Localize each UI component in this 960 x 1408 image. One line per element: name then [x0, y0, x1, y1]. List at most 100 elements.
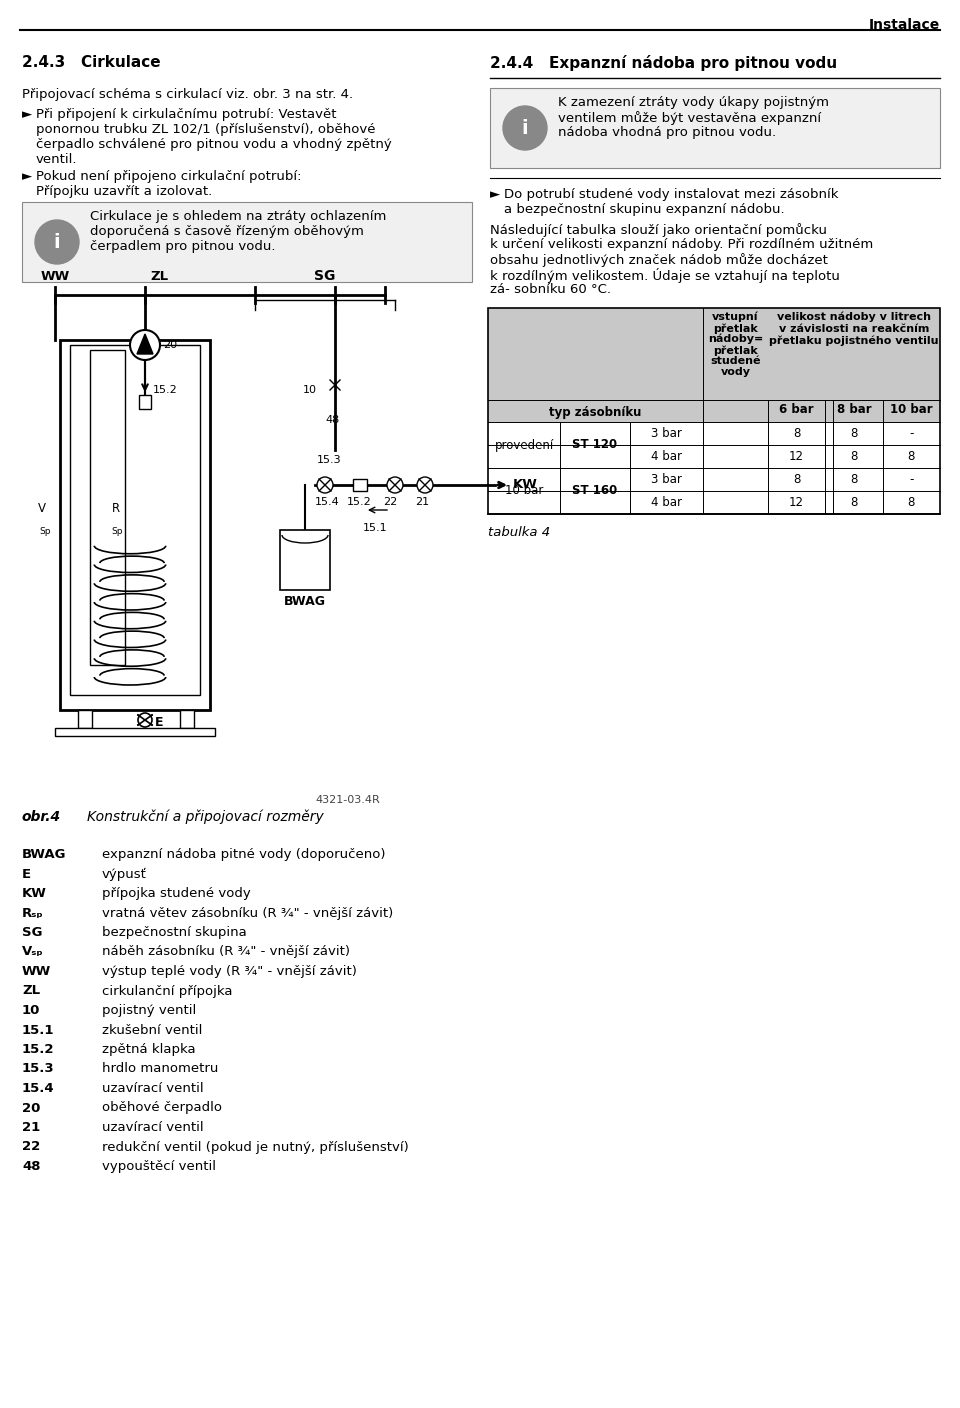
Text: 15.1: 15.1	[22, 1024, 55, 1036]
Text: 22: 22	[383, 497, 397, 507]
Text: přípojka studené vody: přípojka studené vody	[102, 887, 251, 900]
Circle shape	[417, 477, 433, 493]
Circle shape	[130, 329, 160, 360]
Circle shape	[387, 477, 403, 493]
Text: náběh zásobníku (R ¾" - vnější závit): náběh zásobníku (R ¾" - vnější závit)	[102, 946, 350, 959]
Text: v závislosti na reakčním: v závislosti na reakčním	[779, 324, 929, 334]
Text: typ zásobníku: typ zásobníku	[549, 406, 641, 420]
Text: 10 bar: 10 bar	[505, 484, 543, 497]
Bar	[90, 351, 125, 665]
Text: ST 160: ST 160	[572, 484, 617, 497]
Text: Cirkulace je s ohledem na ztráty ochlazením: Cirkulace je s ohledem na ztráty ochlaze…	[90, 210, 386, 222]
Text: pojistný ventil: pojistný ventil	[102, 1004, 196, 1017]
Text: WW: WW	[22, 964, 51, 979]
Text: uzavírací ventil: uzavírací ventil	[102, 1121, 204, 1133]
Text: 2.4.4   Expanzní nádoba pro pitnou vodu: 2.4.4 Expanzní nádoba pro pitnou vodu	[490, 55, 837, 70]
Text: nádoba vhodná pro pitnou vodu.: nádoba vhodná pro pitnou vodu.	[558, 125, 776, 139]
Text: cirkulanční přípojka: cirkulanční přípojka	[102, 984, 232, 997]
Text: 10 bar: 10 bar	[890, 403, 933, 415]
Text: -: -	[909, 427, 914, 439]
Text: Do potrubí studené vody instalovat mezi zásobník: Do potrubí studené vody instalovat mezi …	[504, 189, 838, 201]
Text: čerpadlem pro pitnou vodu.: čerpadlem pro pitnou vodu.	[90, 239, 276, 253]
Text: Připojovací schéma s cirkulací viz. obr. 3 na str. 4.: Připojovací schéma s cirkulací viz. obr.…	[22, 87, 353, 101]
Text: Sp: Sp	[111, 527, 123, 536]
Text: 15.1: 15.1	[363, 522, 387, 534]
Text: přetlak: přetlak	[713, 345, 757, 355]
Bar	[70, 345, 200, 696]
Text: redukční ventil (pokud je nutný, příslušenství): redukční ventil (pokud je nutný, přísluš…	[102, 1140, 409, 1153]
Text: hrdlo manometru: hrdlo manometru	[102, 1063, 218, 1076]
Text: 21: 21	[22, 1121, 40, 1133]
Text: ►: ►	[490, 189, 500, 201]
Text: zpětná klapka: zpětná klapka	[102, 1043, 196, 1056]
Text: 6 bar: 6 bar	[780, 403, 814, 415]
Text: 15.2: 15.2	[22, 1043, 55, 1056]
Text: ponornou trubku ZL 102/1 (příslušenství), oběhové: ponornou trubku ZL 102/1 (příslušenství)…	[36, 122, 375, 137]
Text: vypouštěcí ventil: vypouštěcí ventil	[102, 1160, 216, 1173]
Text: 8: 8	[851, 473, 857, 486]
Text: R: R	[111, 503, 120, 515]
Circle shape	[35, 220, 79, 265]
Text: 4321-03.4R: 4321-03.4R	[315, 796, 380, 805]
Text: Sp: Sp	[39, 527, 51, 536]
Bar	[490, 87, 940, 168]
Text: 3 bar: 3 bar	[651, 473, 682, 486]
Text: přetlaku pojistného ventilu: přetlaku pojistného ventilu	[769, 337, 939, 346]
Text: výpusť: výpusť	[102, 867, 147, 880]
Text: 15.2: 15.2	[153, 384, 178, 396]
Text: ST 120: ST 120	[572, 438, 617, 452]
Text: BWAG: BWAG	[22, 848, 66, 862]
Text: -: -	[909, 473, 914, 486]
Text: nádoby=: nádoby=	[708, 334, 763, 345]
Text: 2.4.3   Cirkulace: 2.4.3 Cirkulace	[22, 55, 160, 70]
Text: 8: 8	[851, 451, 857, 463]
Bar	[60, 339, 210, 710]
Text: 8: 8	[851, 427, 857, 439]
Text: vratná větev zásobníku (R ¾" - vnější závit): vratná větev zásobníku (R ¾" - vnější zá…	[102, 907, 394, 919]
Text: obr.4: obr.4	[22, 810, 61, 824]
Text: bezpečnostní skupina: bezpečnostní skupina	[102, 926, 247, 939]
Text: 8: 8	[793, 473, 801, 486]
Text: velikost nádoby v litrech: velikost nádoby v litrech	[777, 313, 931, 322]
Text: 15.3: 15.3	[22, 1063, 55, 1076]
Text: V: V	[38, 503, 46, 515]
Text: 48: 48	[325, 415, 339, 425]
Text: přetlak: přetlak	[713, 322, 757, 334]
Text: výstup teplé vody (R ¾" - vnější závit): výstup teplé vody (R ¾" - vnější závit)	[102, 964, 357, 979]
Text: tabulka 4: tabulka 4	[488, 527, 550, 539]
Polygon shape	[137, 334, 153, 353]
Text: studené: studené	[710, 356, 760, 366]
Text: oběhové čerpadlo: oběhové čerpadlo	[102, 1101, 222, 1115]
Text: KW: KW	[513, 479, 538, 491]
Text: 8: 8	[793, 427, 801, 439]
Text: Konstrukční a připojovací rozměry: Konstrukční a připojovací rozměry	[87, 810, 324, 825]
Text: E: E	[155, 717, 163, 729]
Bar	[488, 308, 940, 514]
Text: Rₛₚ: Rₛₚ	[22, 907, 44, 919]
Bar	[488, 308, 940, 422]
Text: E: E	[22, 867, 31, 880]
Text: ►: ►	[22, 108, 33, 121]
Circle shape	[317, 477, 333, 493]
Text: vody: vody	[721, 367, 751, 377]
Bar	[22, 201, 472, 282]
Text: ZL: ZL	[22, 984, 40, 997]
Circle shape	[138, 712, 152, 727]
Bar	[55, 728, 215, 736]
Bar	[353, 479, 367, 491]
Text: Pokud není připojeno cirkulační potrubí:: Pokud není připojeno cirkulační potrubí:	[36, 170, 301, 183]
Text: 12: 12	[789, 451, 804, 463]
Text: 15.4: 15.4	[315, 497, 340, 507]
Text: 10: 10	[22, 1004, 40, 1017]
Bar	[78, 710, 92, 728]
Text: vstupní: vstupní	[712, 313, 758, 322]
Text: 22: 22	[22, 1140, 40, 1153]
Text: ventil.: ventil.	[36, 153, 78, 166]
Text: ►: ►	[22, 170, 33, 183]
Text: i: i	[54, 232, 60, 252]
Text: BWAG: BWAG	[284, 596, 326, 608]
Text: 10: 10	[303, 384, 317, 396]
Text: 4 bar: 4 bar	[651, 496, 682, 510]
Text: WW: WW	[40, 270, 70, 283]
Text: a bezpečnostní skupinu expanzní nádobu.: a bezpečnostní skupinu expanzní nádobu.	[504, 203, 784, 215]
